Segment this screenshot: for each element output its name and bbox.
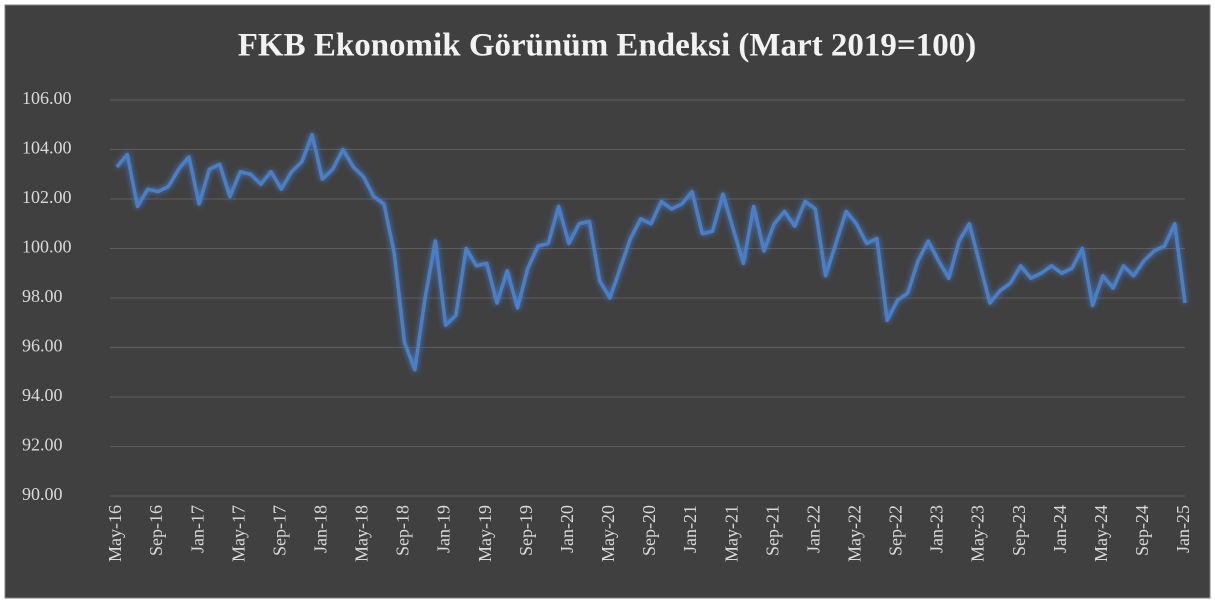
y-tick-label: 94.00 xyxy=(22,385,63,405)
y-tick-label: 104.00 xyxy=(22,138,72,158)
x-tick-label: Sep-19 xyxy=(516,505,536,556)
y-tick-label: 106.00 xyxy=(22,88,72,108)
data-line xyxy=(115,132,1187,372)
x-tick-label: Sep-16 xyxy=(146,505,166,556)
y-tick-label: 90.00 xyxy=(22,484,63,504)
x-tick-label: May-18 xyxy=(352,505,372,562)
x-tick-label: Jan-25 xyxy=(1173,505,1193,553)
x-tick-label: Jan-17 xyxy=(187,505,207,553)
x-tick-label: May-23 xyxy=(968,505,988,562)
chart-title: FKB Ekonomik Görünüm Endeksi (Mart 2019=… xyxy=(238,28,976,64)
x-tick-label: Jan-23 xyxy=(927,505,947,553)
x-tick-label: Jan-19 xyxy=(434,505,454,553)
y-tick-label: 100.00 xyxy=(22,237,72,257)
y-tick-label: 92.00 xyxy=(22,435,63,455)
x-tick-label: Sep-23 xyxy=(1009,505,1029,556)
y-tick-label: 102.00 xyxy=(22,187,72,207)
x-tick-label: May-22 xyxy=(845,505,865,562)
x-tick-label: Sep-22 xyxy=(886,505,906,556)
x-tick-label: Sep-20 xyxy=(639,505,659,556)
x-tick-label: May-16 xyxy=(105,505,125,562)
x-tick-label: May-24 xyxy=(1091,505,1111,562)
x-tick-label: May-19 xyxy=(475,505,495,562)
y-tick-label: 96.00 xyxy=(22,336,63,356)
x-tick-label: May-20 xyxy=(598,505,618,562)
y-tick-label: 98.00 xyxy=(22,286,63,306)
x-tick-label: Sep-17 xyxy=(269,505,289,556)
x-tick-label: May-21 xyxy=(721,505,741,562)
x-tick-label: Sep-18 xyxy=(393,505,413,556)
chart-background xyxy=(4,4,1211,599)
x-tick-label: May-17 xyxy=(228,505,248,562)
x-tick-label: Sep-21 xyxy=(762,505,782,556)
x-tick-label: Jan-20 xyxy=(557,505,577,553)
x-tick-label: Jan-18 xyxy=(311,505,331,553)
x-tick-label: Sep-24 xyxy=(1132,505,1152,556)
x-tick-label: Jan-21 xyxy=(680,505,700,553)
x-tick-label: Jan-22 xyxy=(803,505,823,553)
x-tick-label: Jan-24 xyxy=(1050,505,1070,553)
